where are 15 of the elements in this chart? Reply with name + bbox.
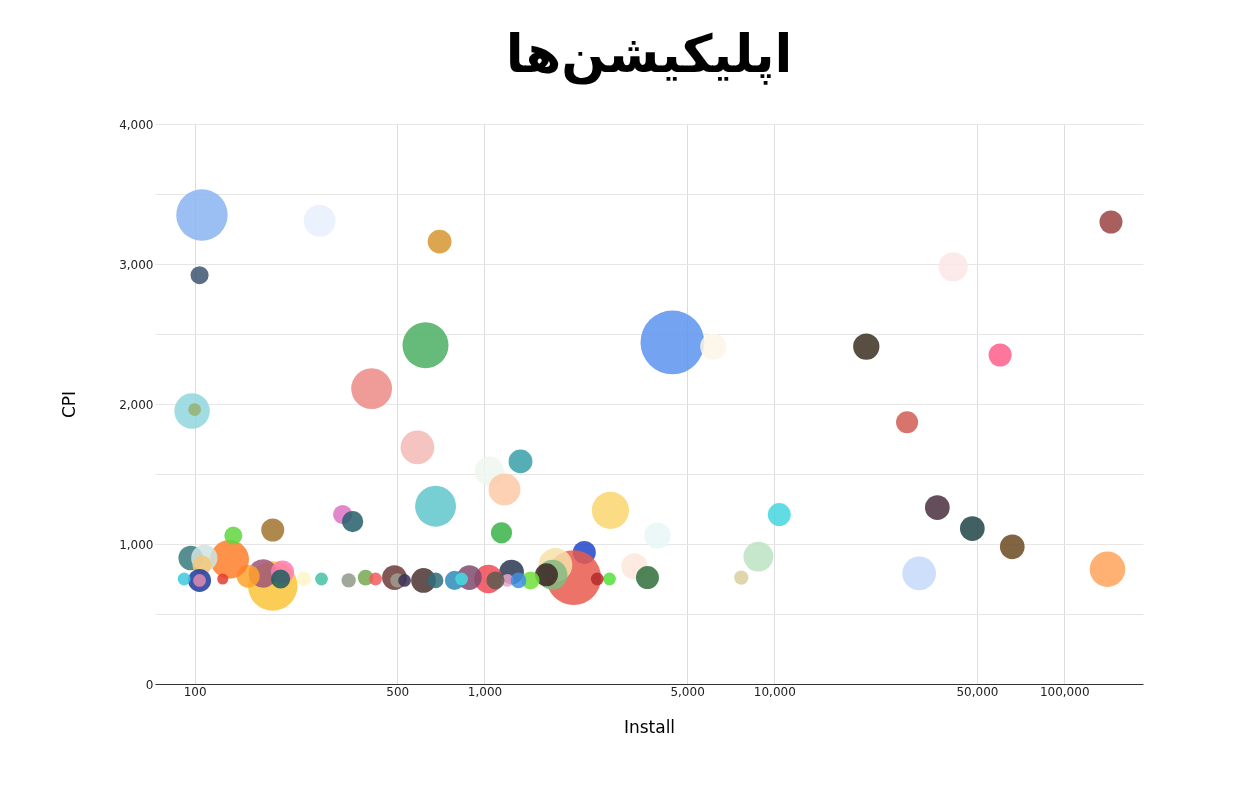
x-tick-label: 100,000: [1039, 684, 1090, 699]
x-tick-label: 5,000: [670, 684, 705, 699]
y-tick-label: 0: [145, 677, 154, 692]
y-axis-title: CPI: [59, 390, 80, 419]
y-tick-label: 4,000: [119, 117, 154, 132]
x-tick-label: 50,000: [956, 684, 999, 699]
x-tick-label: 1,000: [467, 684, 503, 699]
x-tick-label: 10,000: [753, 684, 796, 699]
y-tick-label: 3,000: [119, 257, 154, 272]
y-tick-label: 2,000: [119, 397, 154, 412]
x-tick-label: 100: [183, 684, 207, 699]
x-tick-label: 500: [386, 684, 410, 699]
chart-title: اپلیکیشن‌ها: [505, 24, 793, 85]
y-tick-label: 1,000: [119, 537, 154, 552]
x-axis-title: Install: [623, 716, 676, 737]
